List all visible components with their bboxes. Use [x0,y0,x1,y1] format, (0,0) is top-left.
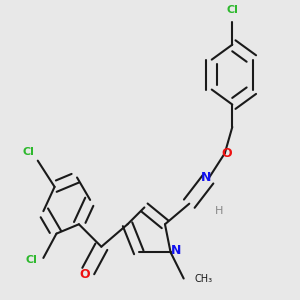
Text: O: O [79,268,90,281]
Text: CH₃: CH₃ [195,274,213,284]
Text: N: N [201,171,211,184]
Text: H: H [215,206,224,216]
Text: Cl: Cl [26,255,38,265]
Text: Cl: Cl [226,5,238,15]
Text: Cl: Cl [22,147,34,157]
Text: N: N [171,244,181,257]
Text: O: O [221,147,232,160]
